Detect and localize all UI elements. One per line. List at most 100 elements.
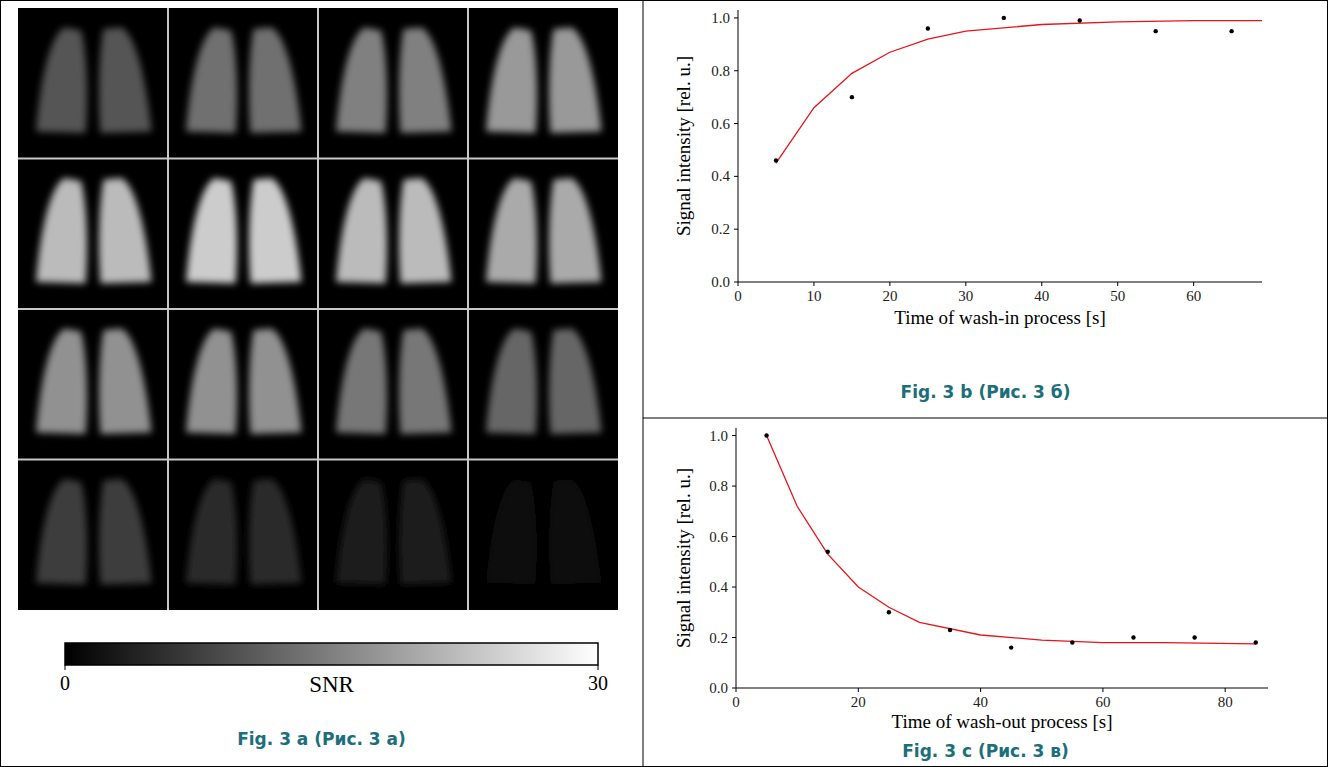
- lung-left: [486, 479, 537, 584]
- y-tick: [732, 486, 736, 487]
- y-tick: [734, 70, 738, 71]
- y-tick-label: 0.0: [711, 274, 730, 290]
- chart: 0204060800.00.20.40.60.81.0Time of wash-…: [673, 428, 1268, 761]
- lung-left: [336, 178, 387, 283]
- lung-left: [186, 329, 237, 434]
- y-tick: [732, 536, 736, 537]
- image-frame: [186, 329, 302, 434]
- caption: Fig. 3 a (Рис. 3 а): [237, 729, 406, 749]
- y-tick-label: 1.0: [709, 428, 728, 444]
- lung-left: [486, 28, 537, 133]
- x-tick-label: 40: [973, 694, 988, 710]
- image-frame: [486, 178, 602, 283]
- data-point: [850, 95, 854, 99]
- lung-right: [99, 178, 152, 283]
- data-point: [764, 433, 768, 437]
- lung-right: [249, 178, 302, 283]
- x-tick-label: 60: [1095, 694, 1110, 710]
- y-tick-label: 0.4: [709, 579, 728, 595]
- image-frame: [36, 28, 152, 133]
- image-frame: [336, 329, 452, 434]
- data-point: [1078, 18, 1082, 22]
- colorbar-tick: [65, 665, 66, 670]
- y-axis: [736, 428, 737, 688]
- colorbar-label: SNR: [309, 672, 354, 697]
- x-tick-label: 30: [958, 288, 973, 304]
- y-tick: [734, 123, 738, 124]
- x-tick: [736, 688, 737, 692]
- data-point: [774, 158, 778, 162]
- lung-right: [549, 178, 602, 283]
- colorbar-tick-label: 30: [588, 672, 608, 694]
- y-tick: [732, 637, 736, 638]
- image-frame: [186, 28, 302, 133]
- x-axis-title: Time of wash-in process [s]: [894, 307, 1105, 328]
- lung-right: [549, 479, 602, 584]
- x-tick: [1193, 282, 1194, 286]
- x-tick: [738, 282, 739, 286]
- x-tick: [1041, 282, 1042, 286]
- data-point: [1131, 635, 1135, 639]
- lung-right: [549, 329, 602, 434]
- x-tick-label: 40: [1034, 288, 1049, 304]
- image-frame: [186, 479, 302, 584]
- lung-left: [186, 28, 237, 133]
- image-frame: [36, 329, 152, 434]
- x-tick-label: 10: [806, 288, 821, 304]
- image-background: [18, 8, 618, 610]
- y-axis-title: Signal intensity [rel. u.]: [673, 468, 694, 648]
- lung-right: [99, 28, 152, 133]
- lung-right: [399, 479, 452, 584]
- lung-left: [36, 479, 87, 584]
- x-axis: [736, 688, 1268, 689]
- lung-right: [399, 329, 452, 434]
- x-tick-label: 50: [1110, 288, 1125, 304]
- image-frame: [36, 178, 152, 283]
- y-tick-label: 0.8: [711, 63, 730, 79]
- x-axis-title: Time of wash-out process [s]: [892, 711, 1113, 732]
- lung-left: [336, 479, 387, 584]
- y-tick: [734, 176, 738, 177]
- y-tick-label: 0.2: [711, 221, 730, 237]
- figure: 030SNRFig. 3 a (Рис. 3 а)01020304050600.…: [0, 0, 1328, 767]
- lung-left: [336, 329, 387, 434]
- x-tick-label: 20: [851, 694, 866, 710]
- lung-left: [36, 178, 87, 283]
- x-tick-label: 20: [882, 288, 897, 304]
- x-tick: [1102, 688, 1103, 692]
- lung-left: [186, 479, 237, 584]
- x-tick: [858, 688, 859, 692]
- colorbar-tick: [598, 665, 599, 670]
- image-frame: [336, 479, 452, 584]
- y-tick: [732, 688, 736, 689]
- y-axis: [738, 10, 739, 282]
- lung-left: [336, 28, 387, 133]
- table-divider: [643, 418, 1328, 419]
- y-tick: [732, 587, 736, 588]
- colorbar-tick-label: 0: [60, 672, 70, 694]
- data-point: [887, 610, 891, 614]
- frame-divider: [18, 459, 618, 461]
- fit-line: [776, 21, 1262, 164]
- image-frame: [486, 479, 602, 584]
- y-tick-label: 0.8: [709, 478, 728, 494]
- y-tick: [734, 282, 738, 283]
- data-point: [1153, 29, 1157, 33]
- lung-right: [99, 479, 152, 584]
- lung-right: [249, 479, 302, 584]
- lung-left: [486, 329, 537, 434]
- lung-right: [99, 329, 152, 434]
- data-point: [1229, 29, 1233, 33]
- x-tick: [889, 282, 890, 286]
- y-tick-label: 0.0: [709, 680, 728, 696]
- caption: Fig. 3 c (Рис. 3 в): [902, 741, 1069, 761]
- x-axis: [738, 282, 1262, 283]
- x-tick: [980, 688, 981, 692]
- lung-right: [399, 178, 452, 283]
- image-frame: [486, 28, 602, 133]
- y-tick-label: 0.4: [711, 168, 730, 184]
- data-point: [1254, 640, 1258, 644]
- y-tick: [732, 435, 736, 436]
- data-point: [926, 26, 930, 30]
- lung-left: [186, 178, 237, 283]
